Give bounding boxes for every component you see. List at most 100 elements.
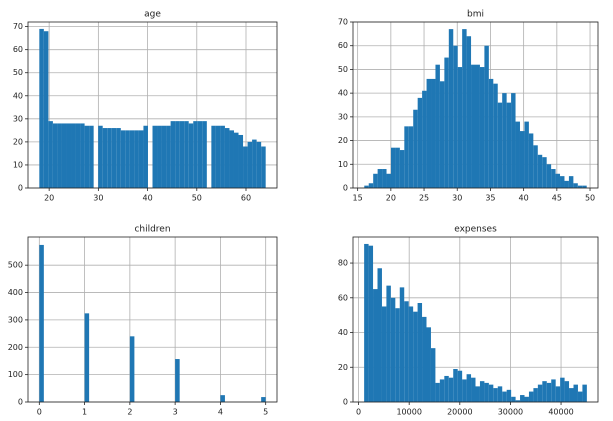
- bar: [377, 268, 382, 402]
- bar: [524, 121, 529, 188]
- bar: [408, 306, 414, 402]
- x-tick-label: 1: [82, 408, 87, 417]
- bar: [533, 145, 538, 188]
- bar: [475, 64, 480, 188]
- y-tick-label: 0: [343, 398, 348, 407]
- y-tick-label: 200: [8, 343, 23, 352]
- bar: [471, 377, 476, 402]
- bar: [102, 128, 108, 188]
- bar: [413, 109, 418, 188]
- chart-title: bmi: [467, 10, 484, 20]
- bar: [373, 289, 378, 402]
- bar: [546, 164, 552, 188]
- x-tick-label: 0: [37, 408, 42, 417]
- x-tick-label: 30: [93, 194, 103, 203]
- x-tick-label: 30: [452, 194, 462, 203]
- y-tick-label: 70: [338, 18, 348, 27]
- bar: [175, 359, 180, 402]
- bar: [568, 176, 574, 188]
- bar: [238, 134, 244, 188]
- bar: [243, 146, 248, 188]
- bar: [80, 123, 85, 188]
- bar: [573, 183, 578, 188]
- bar: [84, 125, 90, 188]
- bar: [506, 389, 512, 402]
- y-tick-label: 0: [18, 184, 23, 193]
- y-tick-label: 70: [13, 22, 23, 31]
- bar: [506, 102, 512, 188]
- bar: [426, 78, 432, 188]
- y-tick-label: 10: [338, 160, 348, 169]
- bar: [537, 154, 543, 188]
- bar: [537, 384, 543, 402]
- y-tick-label: 300: [8, 315, 23, 324]
- bar: [211, 125, 216, 188]
- bar: [555, 173, 561, 188]
- bar: [395, 147, 400, 188]
- bar: [48, 121, 53, 188]
- chart-title: age: [144, 10, 161, 20]
- bar: [520, 395, 525, 402]
- bar: [382, 169, 387, 188]
- x-tick-label: 50: [192, 194, 202, 203]
- bar: [528, 391, 534, 402]
- bar: [84, 313, 90, 402]
- bar: [448, 29, 454, 188]
- bar: [430, 348, 436, 402]
- x-tick-label: 25: [419, 194, 429, 203]
- bar: [229, 130, 234, 188]
- bar: [462, 29, 467, 188]
- bar: [89, 125, 94, 188]
- bar: [188, 123, 194, 188]
- bar: [116, 128, 121, 188]
- bar: [120, 130, 126, 188]
- bar: [569, 388, 574, 402]
- bar: [444, 57, 449, 189]
- y-tick-label: 20: [338, 363, 348, 372]
- bar: [39, 28, 44, 188]
- bar: [457, 67, 463, 188]
- x-tick-label: 10000: [396, 408, 421, 417]
- bar: [524, 396, 529, 402]
- bar: [66, 123, 72, 188]
- x-tick-label: 35: [485, 194, 495, 203]
- bar: [417, 97, 423, 188]
- bar: [57, 123, 62, 188]
- bar: [220, 125, 225, 188]
- x-tick-label: 40: [142, 194, 152, 203]
- bar: [484, 382, 489, 402]
- bar: [138, 130, 144, 188]
- bar: [373, 173, 378, 188]
- chart-title: expenses: [454, 225, 497, 235]
- bar: [399, 150, 405, 188]
- bar: [426, 327, 431, 402]
- bar: [61, 123, 67, 188]
- bar: [52, 123, 58, 188]
- y-tick-label: 30: [13, 114, 23, 123]
- bar: [542, 157, 547, 188]
- bar: [573, 384, 578, 402]
- bar: [542, 381, 547, 402]
- bar: [75, 123, 81, 188]
- axes-frame: [352, 236, 599, 403]
- x-tick-label: 2: [127, 408, 132, 417]
- y-tick-label: 50: [338, 65, 348, 74]
- x-tick-label: 20000: [447, 408, 472, 417]
- y-tick-label: 60: [338, 41, 348, 50]
- bar: [431, 78, 436, 188]
- x-tick-label: 60: [241, 194, 251, 203]
- y-tick-label: 60: [13, 45, 23, 54]
- bar: [404, 301, 409, 402]
- bar: [143, 125, 148, 188]
- x-tick-label: 15: [353, 194, 363, 203]
- bar: [252, 139, 257, 188]
- bar: [395, 308, 400, 402]
- bar: [453, 369, 458, 402]
- bar: [129, 336, 135, 402]
- bar: [466, 374, 472, 402]
- y-tick-label: 400: [8, 288, 23, 297]
- x-tick-label: 4: [218, 408, 223, 417]
- bar: [493, 83, 498, 188]
- bar: [564, 381, 570, 402]
